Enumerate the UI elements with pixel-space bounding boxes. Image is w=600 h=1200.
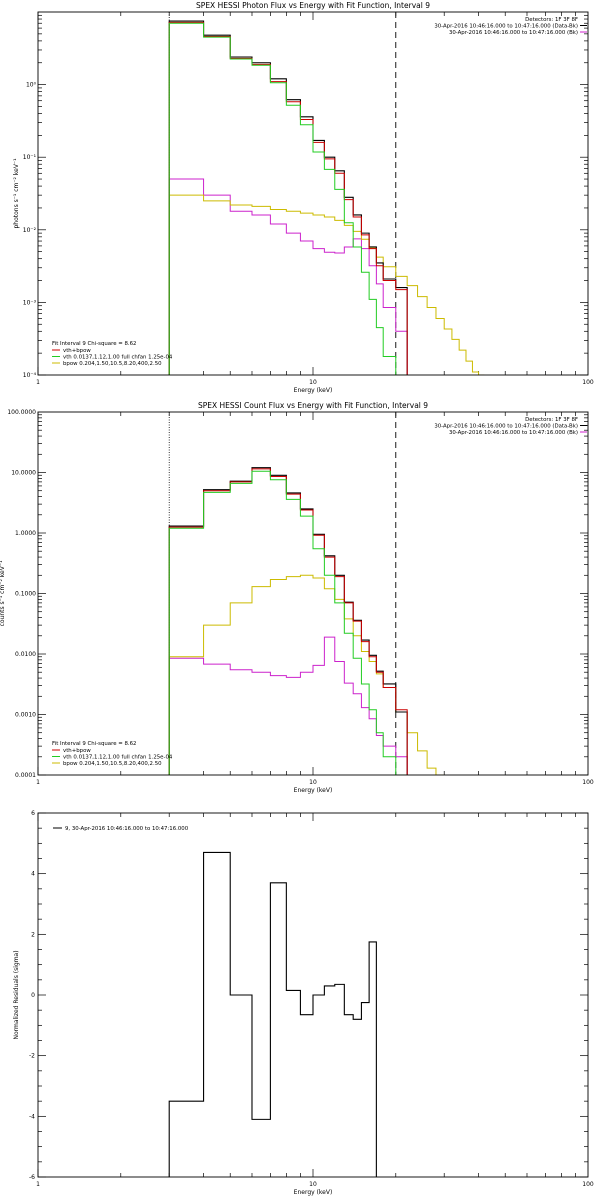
- x-axis-label: Energy (keV): [294, 387, 333, 394]
- y-ticks: [38, 414, 588, 776]
- y-tick-label: -4: [29, 1113, 35, 1120]
- header-detectors: Detectors: 1F 3F 8F: [525, 417, 578, 423]
- series-vth: [168, 22, 408, 375]
- x-tick-label: 10: [309, 1181, 317, 1188]
- header-line-bk: 30-Apr-2016 10:46:16.000 to 10:47:16.000…: [449, 430, 578, 436]
- y-tick-label: 1.0000: [15, 530, 36, 537]
- x-tick-label: 1: [36, 379, 40, 386]
- legend-heading: Fit Interval 9 Chi-square = 8.62: [52, 341, 136, 347]
- x-tick-label: 1: [36, 1181, 40, 1188]
- y-tick-label: 10.0000: [11, 470, 36, 477]
- y-tick-label: 10⁻²: [23, 227, 37, 234]
- legend: Fit Interval 9 Chi-square = 8.62vth+bpow…: [52, 741, 173, 767]
- plot-frame: [37, 11, 589, 376]
- series-bkg: [168, 636, 408, 775]
- y-ticks: [38, 14, 588, 376]
- legend-heading: Fit Interval 9 Chi-square = 8.62: [52, 741, 136, 747]
- y-axis-label: counts s⁻¹ cm⁻² keV⁻¹: [0, 560, 6, 626]
- series-bpow: [168, 574, 445, 775]
- panel-1: SPEX HESSI Photon Flux vs Energy with Fi…: [13, 1, 594, 394]
- legend-entry: vth 0.0137,1.12,1.00 full chfan 1.25e-04: [63, 355, 173, 361]
- y-axis-label: Normalized Residuals (sigma): [13, 950, 20, 1039]
- y-tick-label: -6: [29, 1174, 35, 1181]
- plot-frame: [37, 812, 589, 1178]
- panel-2: SPEX HESSI Count Flux vs Energy with Fit…: [0, 401, 594, 794]
- x-tick-label: 100: [582, 379, 594, 386]
- plot-area: [168, 412, 445, 775]
- legend: 9, 30-Apr-2016 10:46:16.000 to 10:47:16.…: [53, 826, 189, 832]
- y-ticks: [38, 812, 588, 1178]
- y-tick-label: 100.0000: [7, 409, 36, 416]
- y-tick-label: 6: [31, 810, 35, 817]
- series-data: [168, 20, 408, 375]
- series-bpow: [168, 194, 485, 375]
- x-tick-label: 10: [309, 379, 317, 386]
- legend-entry: bpow 0.204,1.50,10.5,8.20,400,2.50: [63, 361, 162, 367]
- legend-entry: 9, 30-Apr-2016 10:46:16.000 to 10:47:16.…: [65, 826, 189, 832]
- series-vth-bpow: [168, 21, 408, 375]
- series-vth-bpow: [168, 468, 408, 775]
- header-line-data: 30-Apr-2016 10:46:16.000 to 10:47:16.000…: [434, 424, 578, 430]
- plot-area: [168, 851, 377, 1177]
- y-tick-label: 0.0001: [15, 772, 36, 779]
- x-tick-label: 1: [36, 779, 40, 786]
- x-tick-label: 100: [582, 1181, 594, 1188]
- x-ticks: [37, 813, 576, 1177]
- y-axis-label: photons s⁻¹ cm⁻² keV⁻¹: [13, 158, 20, 229]
- header-line-data: 30-Apr-2016 10:46:16.000 to 10:47:16.000…: [434, 24, 578, 30]
- x-axis-label: Energy (keV): [294, 787, 333, 794]
- x-tick-label: 10: [309, 779, 317, 786]
- y-tick-label: 4: [31, 871, 35, 878]
- y-tick-label: 10⁻⁴: [23, 372, 37, 379]
- header-detectors: Detectors: 1F 3F 8F: [525, 17, 578, 23]
- y-tick-label: 0.0100: [15, 651, 36, 658]
- x-axis-label: Energy (keV): [294, 1189, 333, 1196]
- x-ticks: [37, 12, 576, 375]
- x-ticks: [37, 412, 576, 775]
- legend: Fit Interval 9 Chi-square = 8.62vth+bpow…: [52, 341, 173, 367]
- y-tick-label: 0.0010: [15, 712, 36, 719]
- series-residuals: [168, 851, 377, 1177]
- y-tick-label: 0.1000: [15, 591, 36, 598]
- y-tick-label: -2: [29, 1053, 35, 1060]
- y-tick-label: 10⁰: [26, 82, 37, 89]
- panel-1-title: SPEX HESSI Photon Flux vs Energy with Fi…: [196, 1, 430, 10]
- series-vth: [168, 470, 408, 775]
- y-tick-label: 10⁻¹: [23, 154, 37, 161]
- legend-entry: vth+bpow: [63, 748, 91, 754]
- plot-frame: [37, 411, 589, 776]
- legend-entry: vth 0.0137,1.12,1.00 full chfan 1.25e-04: [63, 755, 173, 761]
- y-tick-label: 10⁻³: [23, 299, 37, 306]
- panel-2-title: SPEX HESSI Count Flux vs Energy with Fit…: [198, 401, 428, 410]
- plot-area: [168, 12, 485, 375]
- x-tick-label: 100: [582, 779, 594, 786]
- legend-entry: vth+bpow: [63, 348, 91, 354]
- y-tick-label: 2: [31, 931, 35, 938]
- panel-3: 1 10 100 -6 -4 -2 0 2 4 6 Energy (keV) Normalized R…: [13, 810, 594, 1196]
- y-tick-label: 0: [31, 992, 35, 999]
- series-data: [168, 467, 408, 775]
- series-bkg: [168, 178, 408, 375]
- header-line-bk: 30-Apr-2016 10:46:16.000 to 10:47:16.000…: [449, 30, 578, 36]
- legend-entry: bpow 0.204,1.50,10.5,8.20,400,2.50: [63, 761, 162, 767]
